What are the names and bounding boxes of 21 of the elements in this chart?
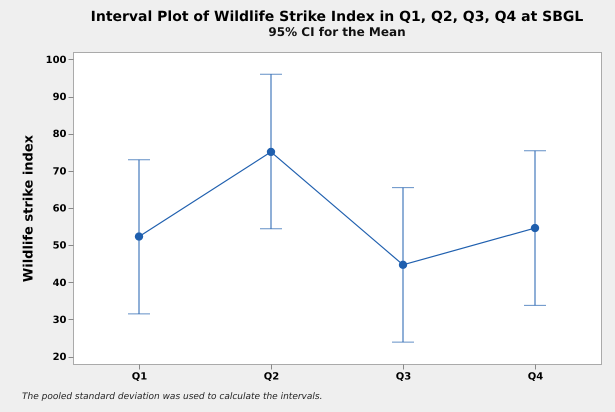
point xyxy=(530,224,540,232)
x-tick-label: Q4 xyxy=(528,372,544,382)
y-tick-label: 50 xyxy=(52,240,67,252)
point xyxy=(266,148,276,156)
y-tick-label: 70 xyxy=(52,166,67,178)
x-tick-label: Q3 xyxy=(396,372,412,382)
text: The pooled standard deviation was used to calculate the intervals. xyxy=(22,392,322,402)
chart-title: Interval Plot of Wildlife Strike Index in Q1, Q2, Q3, Q4 at SBGL xyxy=(90,9,584,25)
x-tick-label: Q1 xyxy=(132,372,148,382)
point xyxy=(134,232,144,241)
y-axis-title: Wildlife strike index xyxy=(22,134,37,282)
x-tick-label: Q2 xyxy=(264,372,280,382)
y-tick-label: 40 xyxy=(52,278,67,289)
y-tick-label: 80 xyxy=(52,129,67,140)
y-tick-label: 20 xyxy=(52,352,67,364)
y-tick-label: 100 xyxy=(46,54,67,66)
y-tick-label: 60 xyxy=(52,204,67,214)
chart-subtitle: 95% CI for the Mean xyxy=(268,25,406,39)
y-tick-label: 30 xyxy=(52,314,67,326)
point xyxy=(398,260,408,270)
y-tick-label: 90 xyxy=(52,92,67,104)
